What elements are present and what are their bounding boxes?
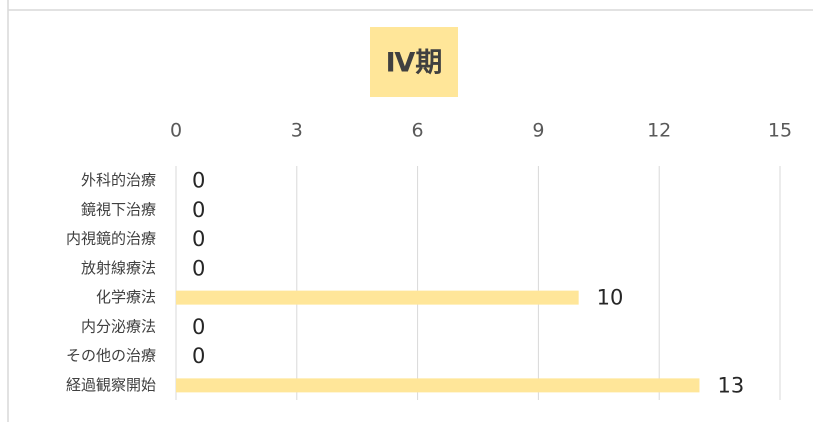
x-tick-label: 0 <box>170 120 182 142</box>
x-tick-label: 3 <box>291 120 303 142</box>
data-label: 13 <box>717 373 744 397</box>
x-tick-label: 12 <box>647 120 671 142</box>
chart-title: Ⅳ期 <box>386 48 443 79</box>
data-label: 0 <box>192 227 205 251</box>
data-label: 10 <box>597 286 624 310</box>
data-label: 0 <box>192 315 205 339</box>
y-tick-label: 経過観察開始 <box>66 376 156 394</box>
x-tick-label: 6 <box>412 120 424 142</box>
data-label: 0 <box>192 169 205 193</box>
data-label: 0 <box>192 256 205 280</box>
bar <box>176 290 579 305</box>
y-tick-label: 化学療法 <box>96 288 156 306</box>
y-tick-label: 内分泌療法 <box>81 317 156 335</box>
data-label: 0 <box>192 198 205 222</box>
y-tick-label: 外科的治療 <box>81 171 156 189</box>
title-box <box>370 27 458 97</box>
y-tick-label: 内視鏡的治療 <box>66 230 156 248</box>
x-tick-label: 15 <box>768 120 792 142</box>
data-label: 0 <box>192 344 205 368</box>
y-tick-label: 鏡視下治療 <box>81 200 156 218</box>
y-tick-label: 放射線療法 <box>81 259 156 277</box>
y-tick-label: その他の治療 <box>66 347 156 365</box>
x-tick-label: 9 <box>532 120 544 142</box>
bar <box>176 378 700 393</box>
